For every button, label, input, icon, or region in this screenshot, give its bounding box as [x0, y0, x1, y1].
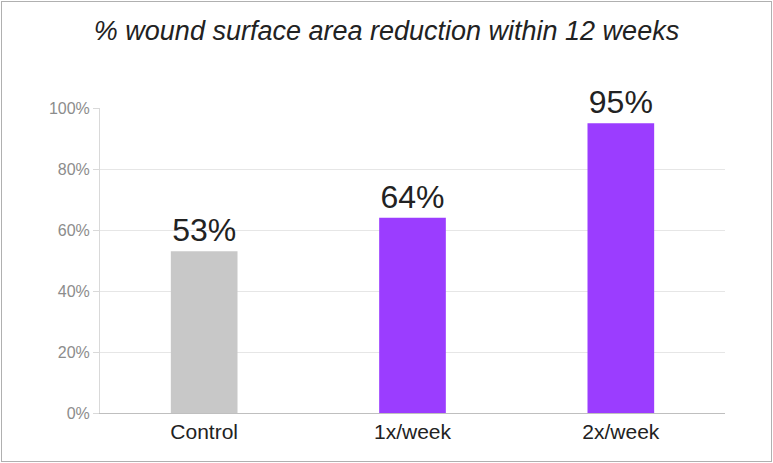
svg-text:64%: 64% [380, 179, 444, 215]
svg-text:% wound surface area reduction: % wound surface area reduction within 12… [94, 16, 679, 46]
svg-text:95%: 95% [589, 84, 653, 120]
svg-text:2x/week: 2x/week [582, 420, 660, 443]
svg-text:40%: 40% [58, 283, 90, 300]
svg-text:100%: 100% [49, 100, 90, 117]
svg-text:1x/week: 1x/week [374, 420, 452, 443]
svg-text:60%: 60% [58, 222, 90, 239]
svg-text:0%: 0% [67, 405, 90, 422]
svg-text:Control: Control [170, 420, 238, 443]
svg-text:80%: 80% [58, 161, 90, 178]
svg-text:20%: 20% [58, 344, 90, 361]
svg-text:53%: 53% [172, 212, 236, 248]
